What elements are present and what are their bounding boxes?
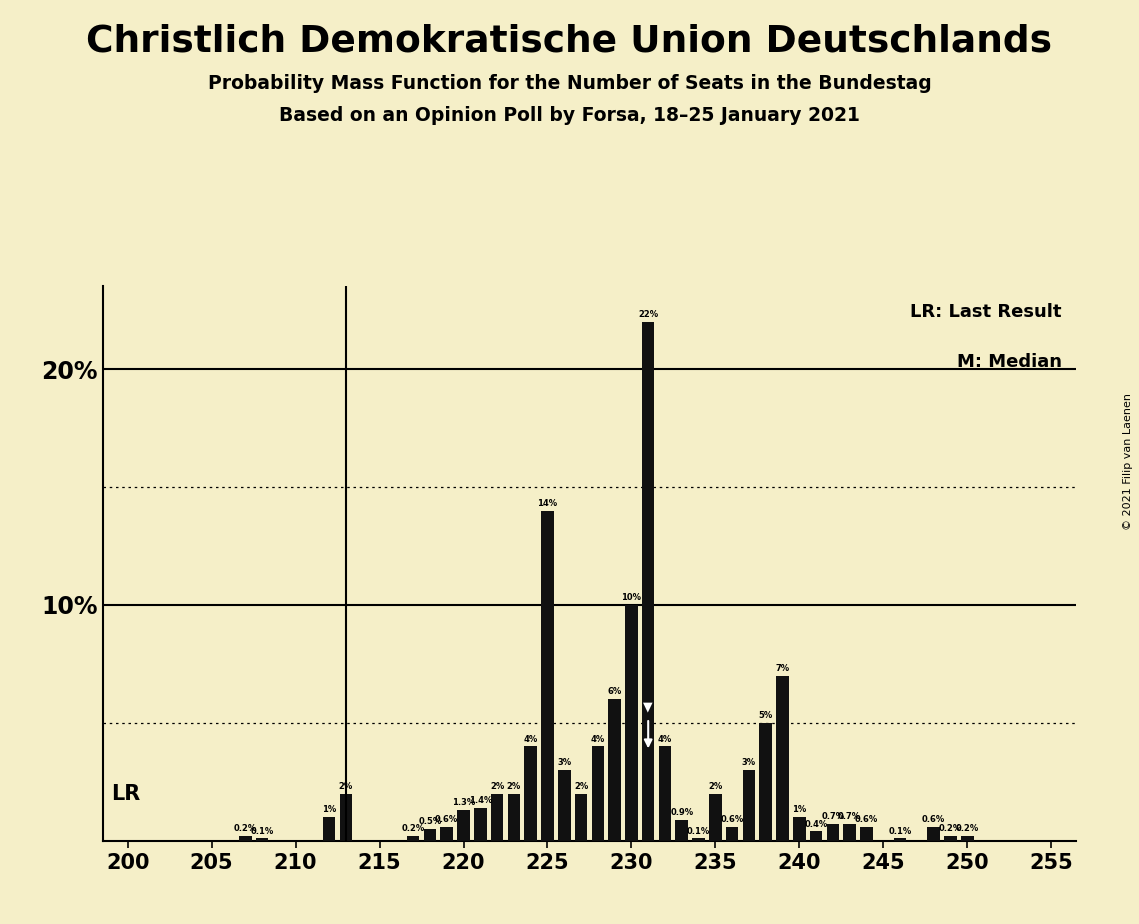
Bar bbox=[256, 838, 269, 841]
Text: 0.9%: 0.9% bbox=[670, 808, 694, 817]
Text: 0.1%: 0.1% bbox=[888, 827, 911, 835]
Bar bbox=[944, 836, 957, 841]
Text: 4%: 4% bbox=[524, 735, 538, 744]
Bar bbox=[541, 511, 554, 841]
Text: 0.7%: 0.7% bbox=[821, 812, 844, 821]
Text: 0.6%: 0.6% bbox=[855, 815, 878, 824]
Text: 0.2%: 0.2% bbox=[956, 824, 978, 833]
Bar bbox=[726, 827, 738, 841]
Text: 0.6%: 0.6% bbox=[435, 815, 458, 824]
Bar bbox=[322, 817, 336, 841]
Bar bbox=[760, 723, 772, 841]
Bar bbox=[441, 827, 453, 841]
Bar bbox=[961, 836, 974, 841]
Text: 2%: 2% bbox=[490, 782, 505, 791]
Text: 0.2%: 0.2% bbox=[233, 824, 257, 833]
Text: 2%: 2% bbox=[507, 782, 521, 791]
Bar bbox=[491, 794, 503, 841]
Bar bbox=[474, 808, 486, 841]
Bar bbox=[693, 838, 705, 841]
Text: 2%: 2% bbox=[338, 782, 353, 791]
Text: 0.5%: 0.5% bbox=[418, 817, 442, 826]
Text: 1%: 1% bbox=[793, 806, 806, 814]
Bar bbox=[457, 810, 469, 841]
Text: Christlich Demokratische Union Deutschlands: Christlich Demokratische Union Deutschla… bbox=[87, 23, 1052, 59]
Bar bbox=[424, 829, 436, 841]
Text: 2%: 2% bbox=[574, 782, 588, 791]
Bar bbox=[658, 747, 671, 841]
Bar bbox=[575, 794, 588, 841]
Bar bbox=[827, 824, 839, 841]
Bar bbox=[860, 827, 872, 841]
Bar bbox=[675, 820, 688, 841]
Bar bbox=[894, 838, 907, 841]
Text: © 2021 Filip van Laenen: © 2021 Filip van Laenen bbox=[1123, 394, 1133, 530]
Text: 10%: 10% bbox=[622, 593, 641, 602]
Text: 4%: 4% bbox=[658, 735, 672, 744]
Text: 0.1%: 0.1% bbox=[251, 827, 273, 835]
Text: 5%: 5% bbox=[759, 711, 773, 720]
Bar bbox=[843, 824, 857, 841]
Text: 2%: 2% bbox=[708, 782, 722, 791]
Text: 7%: 7% bbox=[776, 663, 789, 673]
Text: 14%: 14% bbox=[538, 499, 557, 507]
Bar bbox=[927, 827, 940, 841]
Bar bbox=[810, 832, 822, 841]
Text: 22%: 22% bbox=[638, 310, 658, 319]
Text: 0.6%: 0.6% bbox=[721, 815, 744, 824]
Text: 0.2%: 0.2% bbox=[402, 824, 425, 833]
Bar bbox=[239, 836, 252, 841]
Text: 0.4%: 0.4% bbox=[804, 820, 828, 829]
Bar bbox=[558, 770, 571, 841]
Text: LR: Last Result: LR: Last Result bbox=[910, 303, 1062, 321]
Text: Probability Mass Function for the Number of Seats in the Bundestag: Probability Mass Function for the Number… bbox=[207, 74, 932, 93]
Bar bbox=[776, 675, 789, 841]
Text: 1.3%: 1.3% bbox=[452, 798, 475, 808]
Text: LR: LR bbox=[110, 784, 140, 804]
Bar bbox=[524, 747, 536, 841]
Bar bbox=[642, 322, 655, 841]
Bar bbox=[608, 699, 621, 841]
Text: ▼: ▼ bbox=[644, 700, 653, 713]
Text: 0.7%: 0.7% bbox=[838, 812, 861, 821]
Text: M: Median: M: Median bbox=[957, 353, 1062, 371]
Bar bbox=[508, 794, 521, 841]
Text: 0.1%: 0.1% bbox=[687, 827, 711, 835]
Text: 3%: 3% bbox=[741, 759, 756, 767]
Bar bbox=[339, 794, 352, 841]
Bar bbox=[743, 770, 755, 841]
Bar bbox=[407, 836, 419, 841]
Text: 6%: 6% bbox=[607, 687, 622, 697]
Text: 0.2%: 0.2% bbox=[939, 824, 962, 833]
Text: 0.6%: 0.6% bbox=[921, 815, 945, 824]
Text: 1%: 1% bbox=[322, 806, 336, 814]
Bar bbox=[625, 605, 638, 841]
Text: 3%: 3% bbox=[557, 759, 572, 767]
Bar bbox=[710, 794, 722, 841]
Bar bbox=[793, 817, 805, 841]
Bar bbox=[591, 747, 604, 841]
Text: 4%: 4% bbox=[591, 735, 605, 744]
Text: 1.4%: 1.4% bbox=[468, 796, 492, 805]
Text: Based on an Opinion Poll by Forsa, 18–25 January 2021: Based on an Opinion Poll by Forsa, 18–25… bbox=[279, 106, 860, 126]
